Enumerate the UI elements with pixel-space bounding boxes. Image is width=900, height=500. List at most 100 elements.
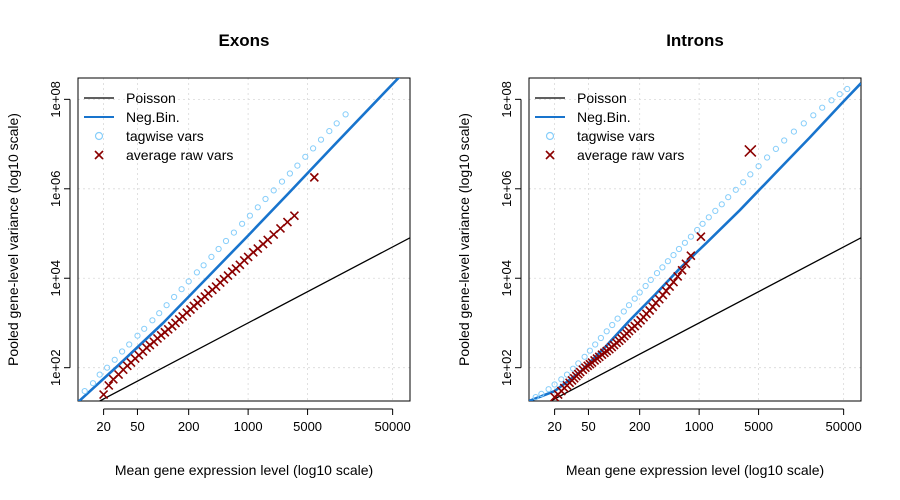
- raw-var-point: [289, 211, 299, 221]
- tagwise-point: [333, 120, 340, 127]
- tagwise-point: [193, 269, 200, 276]
- tagwise-point: [705, 214, 712, 221]
- tagwise-point: [200, 262, 207, 269]
- legend-item: Poisson: [84, 90, 176, 106]
- tagwise-point: [614, 315, 621, 322]
- tagwise-point: [570, 365, 577, 372]
- panel-introns: 20 50 200 1000 5000 50000 1e+02 1e+04 1e+06 1e+08…: [456, 31, 862, 478]
- tagwise-point: [725, 194, 732, 201]
- x-axis: 20 50 200 1000 5000 50000: [547, 408, 862, 434]
- tagwise-point: [819, 104, 826, 111]
- tagwise-point: [262, 195, 269, 203]
- legend-label: Poisson: [577, 90, 627, 106]
- tagwise-point: [119, 348, 126, 355]
- legend-label: average raw vars: [577, 147, 684, 163]
- legend-tagwise-swatch: [545, 131, 555, 141]
- tagwise-point: [126, 341, 133, 348]
- x-tick-label: 20: [547, 419, 561, 434]
- tagwise-point: [294, 162, 301, 169]
- tagwise-point: [342, 111, 349, 118]
- legend-item: Poisson: [535, 90, 627, 106]
- tagwise-point: [563, 371, 571, 378]
- tagwise-point: [620, 308, 627, 315]
- tagwise-point: [326, 128, 333, 135]
- tagwise-point: [647, 276, 654, 283]
- tagwise-point: [625, 302, 633, 309]
- tagwise-point: [844, 85, 851, 93]
- tagwise-point: [239, 220, 246, 227]
- legend-label: tagwise vars: [126, 128, 204, 144]
- tagwise-point: [81, 388, 88, 395]
- legend-raw-swatch: [94, 150, 104, 160]
- x-tick-label: 1000: [234, 419, 263, 434]
- y-tick-label: 1e+06: [499, 171, 514, 208]
- x-tick-label: 5000: [293, 419, 322, 434]
- tagwise-point: [278, 178, 286, 185]
- tagwise-point: [317, 136, 325, 143]
- tagwise-point: [538, 390, 545, 397]
- tagwise-point: [675, 245, 683, 253]
- tagwise-point: [732, 186, 739, 193]
- legend-label: average raw vars: [126, 147, 233, 163]
- tagwise-point: [551, 381, 558, 388]
- tagwise-point: [270, 187, 277, 194]
- legend-label: Neg.Bin.: [577, 109, 631, 125]
- y-tick-label: 1e+04: [48, 260, 63, 297]
- poisson-line: [98, 237, 410, 401]
- tagwise-point: [609, 321, 616, 329]
- tagwise-point: [718, 201, 725, 208]
- tagwise-point: [581, 353, 588, 360]
- raw-var-point: [681, 259, 691, 269]
- tagwise-point: [532, 394, 539, 401]
- y-axis-title: Pooled gene-level variance (log10 scale): [456, 113, 472, 366]
- tagwise-point: [653, 270, 661, 277]
- tagwise-point: [772, 145, 780, 152]
- legend-item: average raw vars: [545, 147, 684, 163]
- legend-tagwise-swatch: [94, 131, 104, 141]
- tagwise-point: [603, 328, 610, 335]
- tagwise-point: [222, 237, 230, 245]
- grid: [78, 78, 410, 401]
- tagwise-point: [111, 356, 118, 363]
- tagwise-point: [781, 137, 788, 144]
- tagwise-point: [302, 153, 309, 160]
- x-tick-label: 1000: [685, 419, 714, 434]
- y-tick-label: 1e+02: [499, 349, 514, 386]
- tagwise-point: [747, 171, 754, 178]
- tagwise-point: [163, 302, 170, 309]
- tagwise-point: [310, 145, 317, 152]
- tagwise-point: [545, 386, 552, 393]
- tagwise-point: [836, 91, 843, 98]
- legend-item: average raw vars: [94, 147, 233, 163]
- tagwise-point: [664, 258, 672, 265]
- x-tick-label: 5000: [744, 419, 773, 434]
- legend-item: Neg.Bin.: [535, 109, 631, 125]
- tagwise-point: [828, 97, 835, 104]
- tagwise-point: [810, 112, 817, 119]
- tagwise-point: [631, 295, 638, 302]
- raw-var-point: [744, 144, 757, 158]
- tagwise-point: [134, 332, 141, 339]
- tagwise-point: [575, 360, 582, 367]
- raw-var-point: [696, 232, 706, 242]
- panel-exons: 20 50 200 1000 5000 50000 1e+02 1e+04 1e+06 1e+08…: [5, 31, 411, 478]
- poisson-line: [549, 237, 861, 401]
- tagwise-point: [636, 289, 643, 296]
- x-axis-title: Mean gene expression level (log10 scale): [115, 462, 373, 478]
- tagwise-point: [246, 212, 253, 219]
- tagwise-point: [141, 325, 148, 332]
- raw-var-point: [677, 265, 687, 275]
- raw-var-point: [104, 380, 114, 391]
- plot-frame: [528, 77, 862, 402]
- legend-label: Poisson: [126, 90, 176, 106]
- legend: Poisson Neg.Bin. tagwise vars average raw v…: [84, 90, 233, 163]
- legend: Poisson Neg.Bin. tagwise vars average raw v…: [535, 90, 684, 163]
- tagwise-point: [149, 317, 156, 324]
- y-axis: 1e+02 1e+04 1e+06 1e+08: [48, 81, 71, 386]
- legend-label: Neg.Bin.: [126, 109, 180, 125]
- tagwise-point: [755, 163, 762, 170]
- raw-var-point: [686, 251, 696, 261]
- tagwise-point: [670, 252, 677, 259]
- raw-var-point: [99, 390, 109, 400]
